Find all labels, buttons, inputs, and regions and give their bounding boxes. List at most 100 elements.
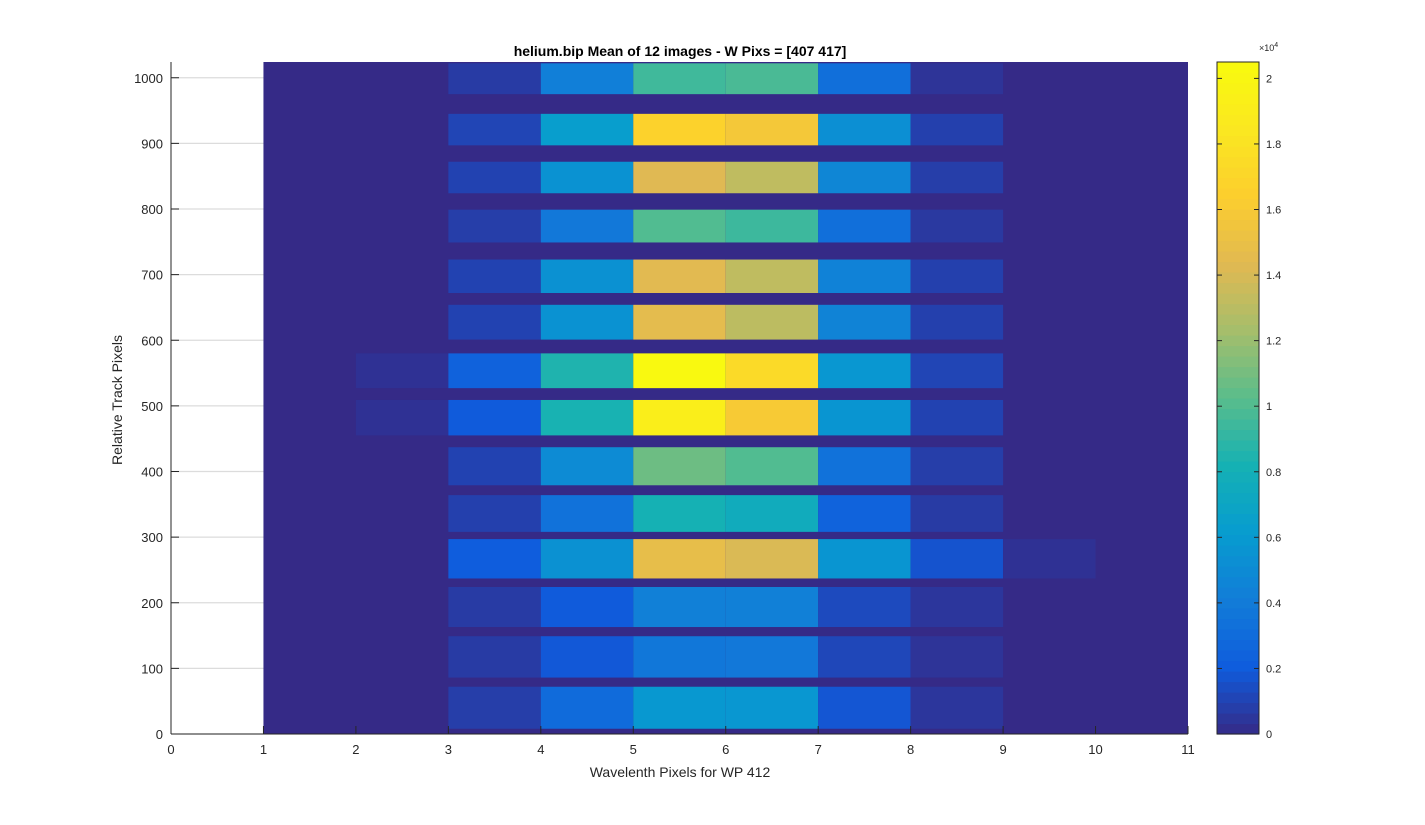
colorbar-segment <box>1217 713 1259 725</box>
y-tick-label: 100 <box>141 661 163 676</box>
x-tick-label: 3 <box>445 742 452 757</box>
heatmap-cell <box>540 587 634 628</box>
heatmap-cell <box>540 353 634 389</box>
colorbar-tick-label: 1.6 <box>1266 205 1281 217</box>
heatmap-cell <box>910 399 1004 436</box>
heatmap-cell <box>633 587 726 628</box>
heatmap-cell <box>633 539 726 579</box>
heatmap-cell <box>448 587 541 628</box>
heatmap-cell <box>633 636 726 678</box>
heatmap-cell <box>540 447 634 486</box>
colorbar-segment <box>1217 125 1259 137</box>
colorbar-segment <box>1217 303 1259 315</box>
y-axis-ticks: 0 100 200 300 400 500 600 700 800 900 1000 <box>134 71 179 742</box>
chart-title: helium.bip Mean of 12 images - W Pixs = … <box>514 43 847 59</box>
heatmap-cell <box>725 209 819 243</box>
colorbar-multiplier-base: ×10 <box>1259 43 1274 53</box>
heatmap-cell <box>633 399 726 436</box>
colorbar-segment <box>1217 608 1259 620</box>
heatmap-cell <box>448 495 541 532</box>
colorbar-tick-label: 1.2 <box>1266 336 1281 348</box>
x-tick-label: 1 <box>260 742 267 757</box>
heatmap-cell <box>725 161 819 194</box>
heatmap-cell <box>818 539 911 579</box>
heatmap-cell <box>540 495 634 532</box>
colorbar-segment <box>1217 482 1259 494</box>
heatmap-cell <box>540 161 634 194</box>
colorbar-multiplier-exponent: 4 <box>1274 42 1278 49</box>
colorbar-segment <box>1217 177 1259 189</box>
colorbar-segment <box>1217 135 1259 147</box>
x-tick-label: 9 <box>999 742 1006 757</box>
colorbar-segment <box>1217 660 1259 672</box>
colorbar-segment <box>1217 398 1259 410</box>
x-tick-label: 2 <box>352 742 359 757</box>
y-tick-label: 900 <box>141 136 163 151</box>
heatmap-cell <box>448 399 541 436</box>
y-axis-label: Relative Track Pixels <box>109 335 125 465</box>
heatmap-cell <box>540 686 634 729</box>
colorbar-segment <box>1217 618 1259 630</box>
colorbar-tick-label: 0 <box>1266 729 1272 741</box>
heatmap-cell <box>910 353 1004 389</box>
colorbar-segment <box>1217 576 1259 588</box>
colorbar-segment <box>1217 356 1259 368</box>
colorbar-segment <box>1217 83 1259 95</box>
heatmap-cell <box>910 539 1004 579</box>
colorbar-segment <box>1217 387 1259 399</box>
heatmap-cell <box>448 353 541 389</box>
heatmap-cell <box>448 636 541 678</box>
heatmap-cell <box>725 353 819 389</box>
heatmap-cell <box>818 495 911 532</box>
heatmap-cell <box>910 587 1004 628</box>
heatmap-cell <box>633 113 726 146</box>
colorbar-tick-label: 1 <box>1266 401 1272 413</box>
colorbar-segment <box>1217 72 1259 84</box>
heatmap-cell <box>818 63 911 95</box>
y-tick-label: 700 <box>141 268 163 283</box>
heatmap-cell <box>633 63 726 95</box>
heatmap-cell <box>448 686 541 729</box>
x-tick-label: 10 <box>1088 742 1102 757</box>
colorbar-segment <box>1217 230 1259 242</box>
heatmap-cell <box>633 447 726 486</box>
heatmap-cell <box>540 304 634 340</box>
heatmap-cells <box>263 62 1188 734</box>
heatmap-cell <box>633 161 726 194</box>
heatmap-cell <box>448 304 541 340</box>
heatmap-cell <box>818 686 911 729</box>
heatmap-cell <box>725 447 819 486</box>
colorbar-frame <box>1216 61 1260 735</box>
colorbar-segment <box>1217 629 1259 641</box>
colorbar-segment <box>1217 156 1259 168</box>
heatmap-cell <box>818 447 911 486</box>
heatmap-cell <box>910 495 1004 532</box>
colorbar-segment <box>1217 534 1259 546</box>
colorbar-segment <box>1217 408 1259 420</box>
heatmap-cell <box>540 63 634 95</box>
heatmap-cell <box>818 259 911 293</box>
x-axis-ticks: 0 1 2 3 4 5 6 7 8 9 10 11 <box>167 726 1195 757</box>
heatmap-cell <box>910 63 1004 95</box>
colorbar-segment <box>1217 324 1259 336</box>
colorbar-segment <box>1217 314 1259 326</box>
heatmap-cell <box>448 447 541 486</box>
colorbar-segment <box>1217 524 1259 536</box>
colorbar-segment <box>1217 366 1259 378</box>
colorbar-segment <box>1217 429 1259 441</box>
y-tick-label: 300 <box>141 530 163 545</box>
colorbar-segment <box>1217 692 1259 704</box>
colorbar-tick-label: 0.6 <box>1266 532 1281 544</box>
heatmap-cell <box>633 304 726 340</box>
heatmap-cell <box>910 686 1004 729</box>
heatmap-cell <box>910 304 1004 340</box>
heatmap-cell <box>818 636 911 678</box>
y-tick-label: 200 <box>141 596 163 611</box>
colorbar-segment <box>1217 671 1259 683</box>
heatmap-cell <box>818 399 911 436</box>
heatmap-cell <box>910 259 1004 293</box>
heatmap-cell <box>725 636 819 678</box>
heatmap-cell <box>910 113 1004 146</box>
colorbar-segment <box>1217 251 1259 263</box>
